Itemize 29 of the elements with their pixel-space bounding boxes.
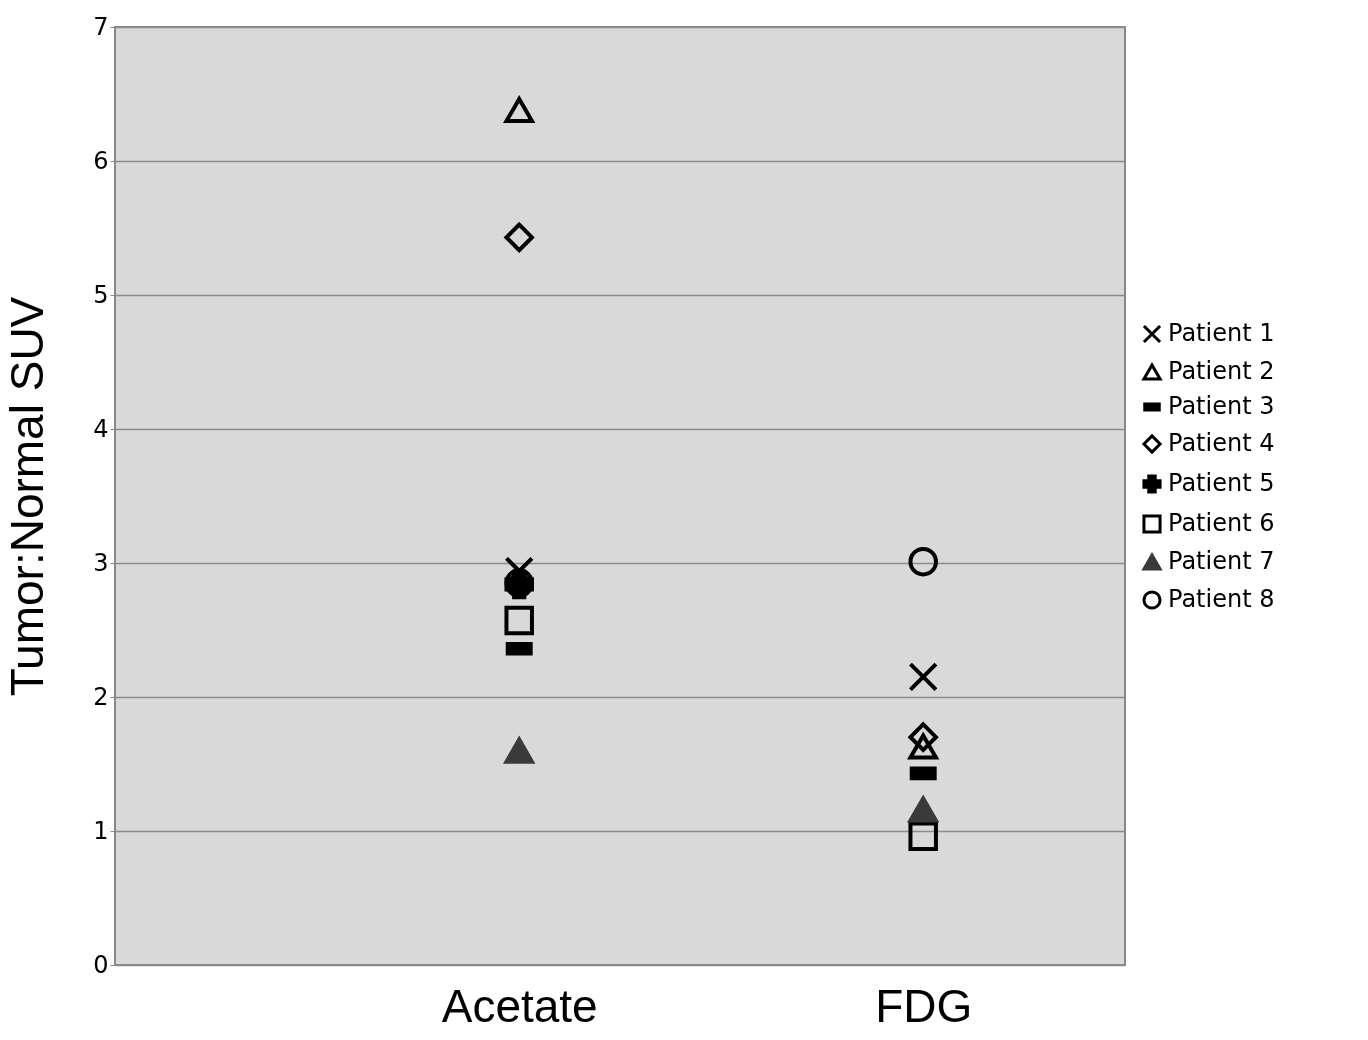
legend-label: Patient 7 [1168, 547, 1275, 575]
legend-label: Patient 6 [1168, 509, 1275, 537]
y-tick-label: 6 [93, 146, 109, 175]
point [908, 722, 938, 752]
legend-label: Patient 5 [1168, 469, 1275, 497]
point [908, 821, 938, 852]
y-axis-title: Tumor:Normal SUV [1, 296, 54, 697]
y-tick-label: 0 [93, 950, 109, 979]
point [503, 735, 536, 764]
point [907, 794, 940, 823]
point [908, 662, 938, 692]
legend-label: Patient 2 [1168, 357, 1275, 385]
legend-label: Patient 8 [1168, 585, 1275, 613]
legend-label: Patient 1 [1168, 319, 1275, 347]
y-tick-label: 7 [93, 12, 109, 41]
y-tick-label: 5 [93, 280, 109, 309]
legend-label: Patient 4 [1168, 429, 1275, 457]
point [504, 605, 534, 636]
x-tick-label: Acetate [441, 979, 598, 1032]
y-tick-label: 3 [93, 548, 109, 577]
point [504, 222, 534, 253]
y-tick-label: 1 [93, 816, 109, 845]
x-tick-label: FDG [875, 979, 973, 1032]
y-tick-label: 4 [93, 414, 109, 443]
point [908, 546, 938, 577]
point [504, 97, 534, 124]
legend-label: Patient 3 [1168, 392, 1275, 420]
y-tick-label: 2 [93, 682, 109, 711]
point [907, 731, 940, 760]
